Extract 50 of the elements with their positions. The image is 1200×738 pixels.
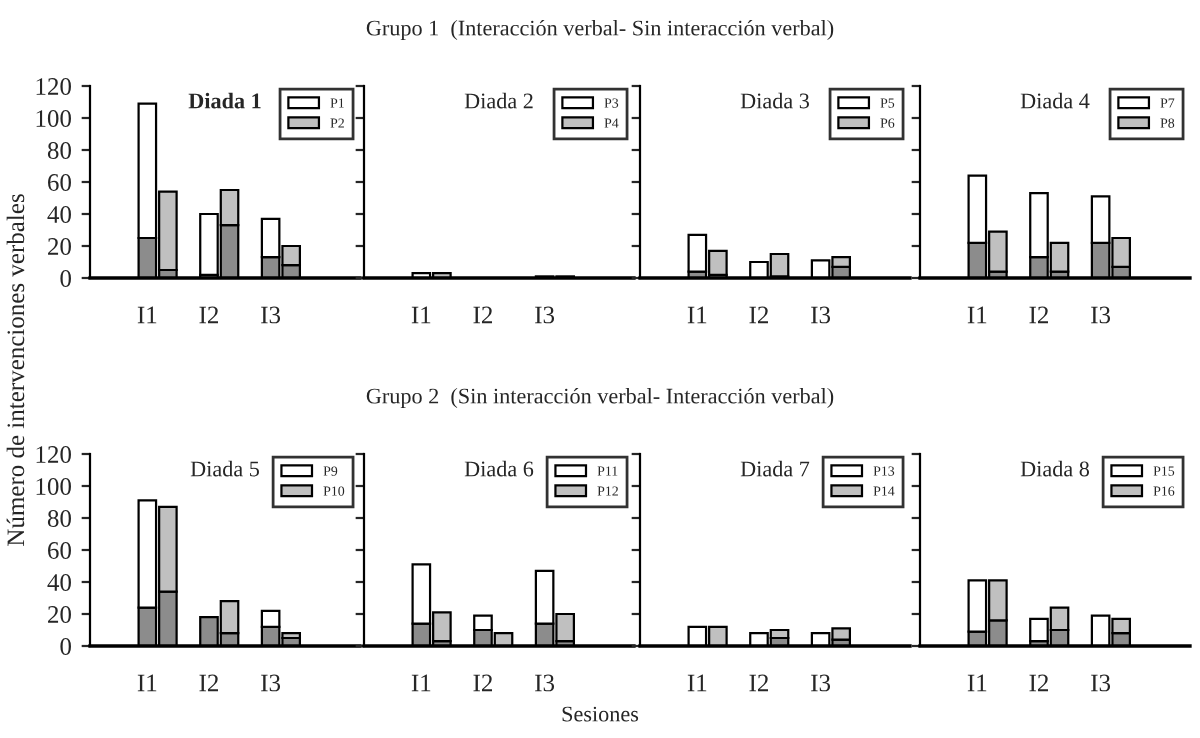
chart-title: Diada 5 bbox=[190, 460, 259, 477]
x-tick-label: I1 bbox=[687, 674, 707, 692]
x-tick-label: I3 bbox=[261, 674, 281, 692]
x-tick-label: I2 bbox=[473, 306, 493, 324]
text: Grupo 2 (Sin interacción verbal- Interacción verbal) bbox=[366, 387, 834, 409]
y-tick-label: 0 bbox=[60, 638, 71, 655]
x-tick-label: I2 bbox=[199, 674, 219, 692]
x-axis-title: Sesiones bbox=[562, 706, 639, 722]
x-tick-label: I3 bbox=[535, 674, 555, 692]
y-tick-label: 120 bbox=[36, 446, 71, 463]
x-tick-label: I1 bbox=[137, 306, 157, 324]
y-tick-label: 100 bbox=[36, 478, 71, 495]
y-tick-label: 100 bbox=[36, 110, 71, 127]
x-tick-label: I2 bbox=[1029, 306, 1049, 324]
text: Grupo 1 (Interacción verbal- Sin interacción verbal) bbox=[366, 19, 834, 41]
x-tick-label: I3 bbox=[1091, 306, 1111, 324]
y-tick-label: 80 bbox=[47, 142, 71, 159]
x-tick-label: I2 bbox=[473, 674, 493, 692]
x-tick-label: I2 bbox=[749, 674, 769, 692]
x-tick-label: I1 bbox=[137, 674, 157, 692]
chart-title: Diada 3 bbox=[740, 92, 809, 109]
x-tick-label: I1 bbox=[967, 674, 987, 692]
x-tick-label: I3 bbox=[811, 306, 831, 324]
x-tick-label: I3 bbox=[535, 306, 555, 324]
x-tick-label: I2 bbox=[749, 306, 769, 324]
y-tick-label: 80 bbox=[47, 510, 71, 527]
x-tick-label: I3 bbox=[811, 674, 831, 692]
y-tick-label: 60 bbox=[48, 174, 71, 191]
y-axis-title: Número de intervenciones verbales bbox=[6, 194, 25, 546]
y-tick-label: 120 bbox=[36, 78, 71, 95]
y-tick-label: 60 bbox=[48, 542, 71, 559]
x-tick-label: I1 bbox=[967, 306, 987, 324]
chart-title: Diada 7 bbox=[740, 460, 810, 477]
chart-title: Diada 6 bbox=[464, 460, 534, 477]
x-tick-label: I2 bbox=[199, 306, 219, 324]
y-tick-label: 20 bbox=[48, 606, 71, 623]
x-tick-label: I3 bbox=[261, 306, 281, 324]
y-tick-label: 40 bbox=[47, 206, 71, 223]
chart-title: Diada 8 bbox=[1020, 460, 1090, 477]
x-tick-label: I1 bbox=[411, 674, 431, 692]
x-tick-label: I1 bbox=[687, 306, 707, 324]
x-tick-label: I2 bbox=[1029, 674, 1049, 692]
x-tick-label: I3 bbox=[1091, 674, 1111, 692]
y-tick-label: 40 bbox=[47, 574, 71, 591]
x-tick-label: I1 bbox=[411, 306, 431, 324]
chart-title: Diada 1 bbox=[188, 92, 261, 109]
y-tick-label: 0 bbox=[60, 270, 71, 287]
chart-title: Diada 4 bbox=[1020, 92, 1090, 109]
chart-title: Diada 2 bbox=[464, 92, 533, 109]
y-tick-label: 20 bbox=[48, 238, 71, 255]
